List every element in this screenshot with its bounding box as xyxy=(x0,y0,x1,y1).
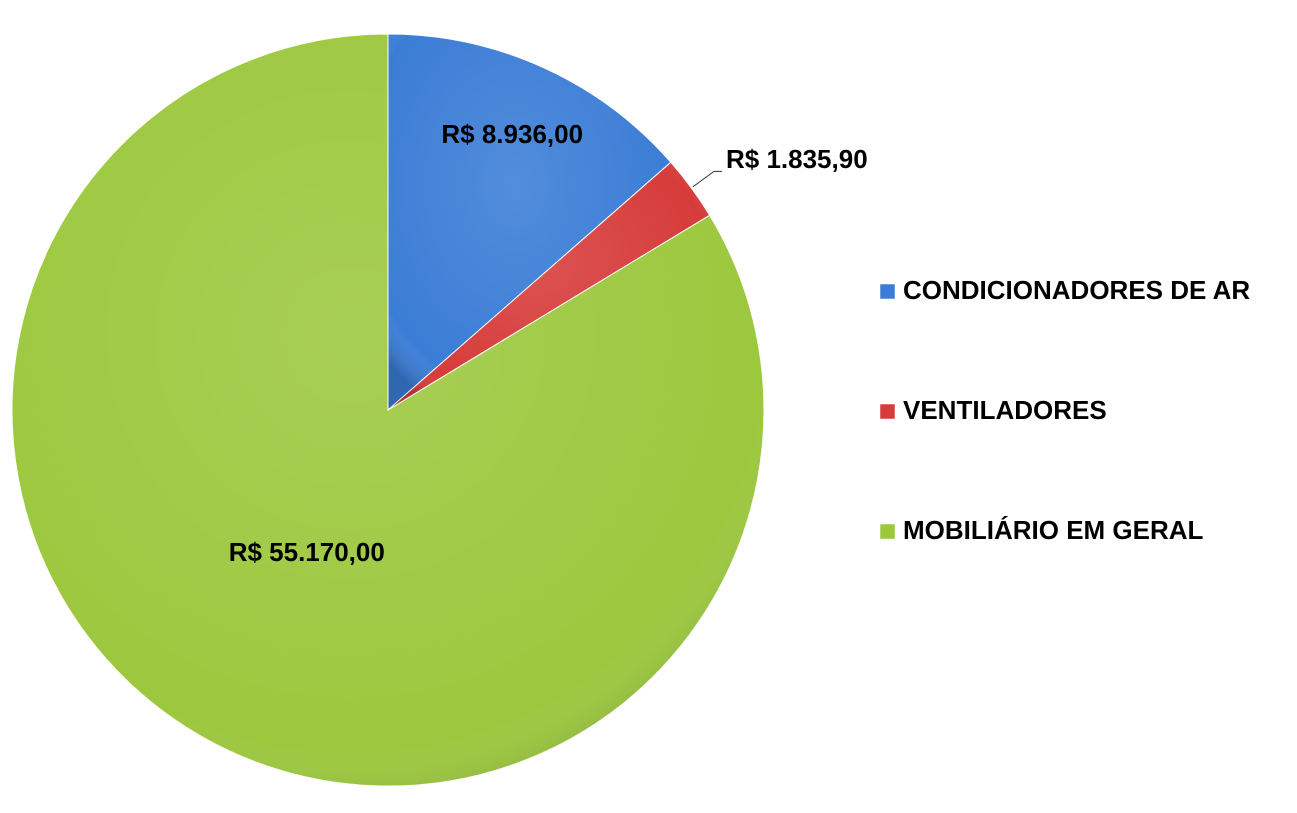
legend-swatch xyxy=(879,283,896,300)
legend-label: CONDICIONADORES DE AR xyxy=(903,275,1250,305)
data-label: R$ 1.835,90 xyxy=(726,144,868,174)
legend-swatch xyxy=(879,523,896,540)
legend-label: MOBILIÁRIO EM GERAL xyxy=(903,515,1204,545)
leader-line xyxy=(692,170,722,188)
data-label: R$ 8.936,00 xyxy=(441,119,583,149)
legend-label: VENTILADORES xyxy=(903,395,1107,425)
data-label: R$ 55.170,00 xyxy=(229,537,385,567)
legend-swatch xyxy=(879,403,896,420)
